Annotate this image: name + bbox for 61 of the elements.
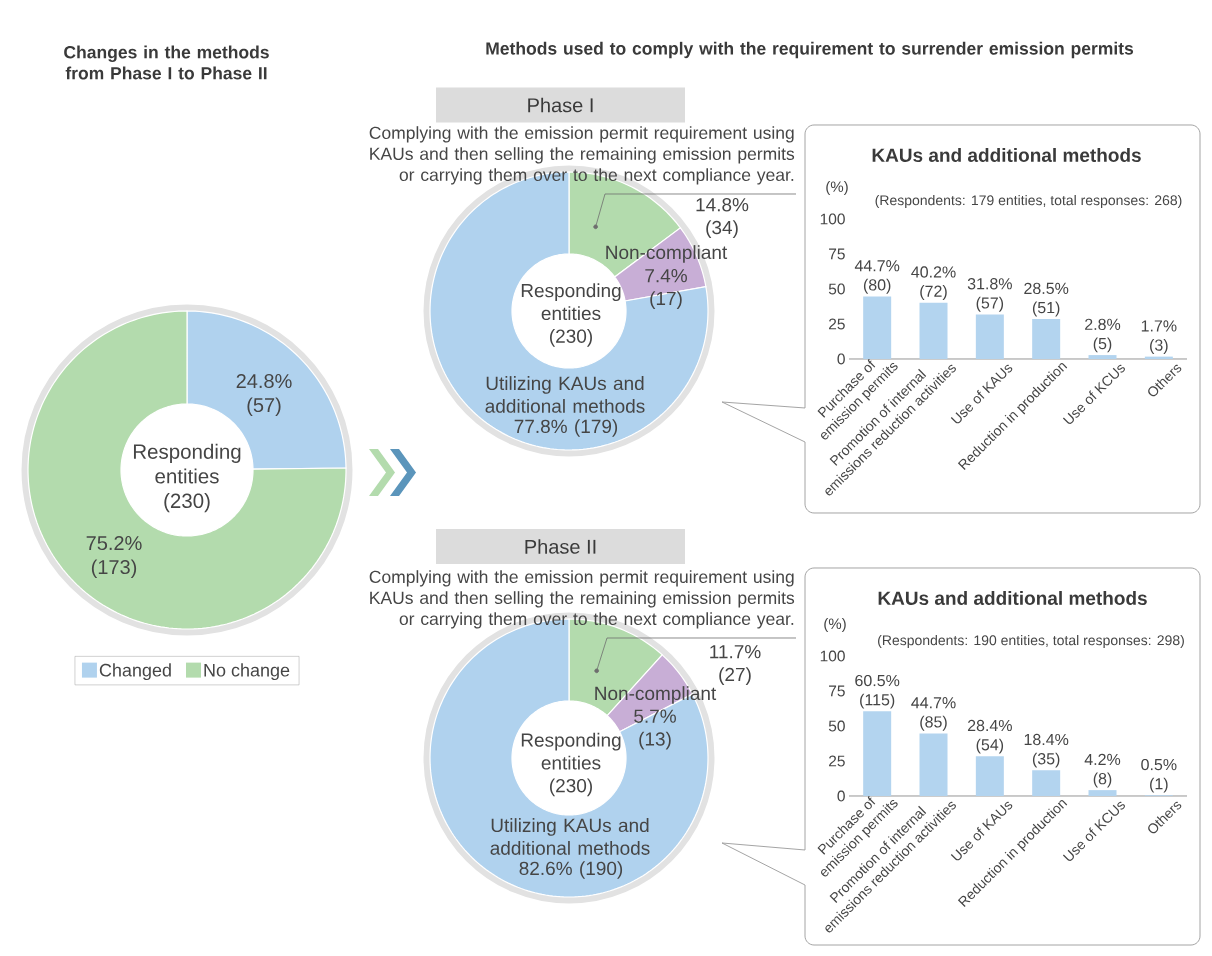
- chart-subtitle: (Respondents: 190 entities, total responses: 298): [878, 634, 1184, 649]
- y-axis-title: (%): [824, 618, 846, 632]
- data-label: 18.4% (35): [1024, 733, 1069, 768]
- slice-label: Non-compliant: [606, 245, 728, 263]
- chart-title: KAUs and additional methods: [878, 591, 1147, 605]
- data-label: 77.8% (179): [514, 419, 618, 437]
- text: Responding entities (230): [521, 283, 621, 347]
- text: Responding entities (230): [133, 443, 241, 513]
- y-tick-label: 50: [828, 720, 845, 732]
- chart-subtitle: Phase I: [528, 97, 593, 113]
- bar: [1032, 770, 1061, 796]
- legend-label: No change: [204, 663, 290, 681]
- y-tick-label: 50: [828, 283, 845, 295]
- data-label: 82.6% (190): [519, 861, 623, 879]
- slice-label: Utilizing KAUs and additional methods: [490, 818, 650, 855]
- data-label: 7.4% (17): [645, 269, 687, 309]
- data-label: 2.8% (5): [1085, 318, 1121, 353]
- data-label: 44.7% (85): [911, 697, 956, 731]
- y-tick-label: 75: [829, 248, 845, 260]
- bar: [1088, 355, 1117, 359]
- data-label: 60.5% (115): [855, 674, 900, 709]
- data-label: 0.5% (1): [1141, 758, 1177, 793]
- y-tick-label: 25: [829, 318, 845, 330]
- data-label: 28.4% (54): [967, 719, 1012, 754]
- data-label: 40.2% (72): [911, 266, 956, 301]
- bar: [975, 314, 1004, 359]
- data-label: 75.2% (173): [86, 535, 142, 579]
- bar: [1032, 319, 1061, 359]
- bar: [975, 756, 1004, 796]
- y-axis-title: (%): [826, 181, 848, 195]
- y-tick-label: 75: [829, 685, 845, 697]
- text: Responding entities (230): [521, 732, 621, 797]
- bar: [919, 733, 948, 796]
- chart-subtitle: Phase II: [525, 539, 596, 554]
- data-label: 24.8% (57): [236, 373, 292, 417]
- chart-title: KAUs and additional methods: [872, 148, 1141, 162]
- data-label: 11.7% (27): [710, 645, 761, 685]
- bar: [863, 296, 892, 359]
- bar: [863, 711, 892, 796]
- data-label: 28.5% (51): [1024, 282, 1069, 317]
- y-tick-label: 0: [837, 790, 845, 802]
- slice-label: Non-compliant: [595, 686, 717, 704]
- y-tick-label: 100: [820, 213, 845, 225]
- slice-label: Complying with the emission permit requirement using KAUs and then selling the remaining emission permits or carrying them over to the next compliance year.: [369, 126, 795, 185]
- data-label: 5.7% (13): [634, 709, 676, 750]
- legend-label: Changed: [99, 663, 171, 681]
- y-tick-label: 0: [837, 353, 845, 365]
- data-label: 4.2% (8): [1084, 753, 1121, 788]
- y-tick-label: 100: [820, 650, 845, 662]
- chart-title: Methods used to comply with the requirement to surrender emission permits: [486, 41, 1134, 59]
- data-label: 31.8% (57): [967, 278, 1012, 312]
- data-label: 44.7% (80): [854, 260, 900, 294]
- chart-title: Changes in the methods from Phase I to Phase II: [64, 45, 269, 80]
- bar: [919, 302, 948, 359]
- data-label: 1.7% (3): [1141, 320, 1177, 354]
- data-label: 14.8% (34): [696, 197, 749, 238]
- slice-label: Utilizing KAUs and additional methods: [485, 376, 645, 413]
- slice-label: Complying with the emission permit requirement using KAUs and then selling the remaining emission permits or carrying them over to the next compliance year.: [369, 570, 795, 629]
- y-tick-label: 25: [829, 755, 845, 767]
- chart-subtitle: (Respondents: 179 entities, total responses: 268): [875, 194, 1182, 209]
- bar: [1088, 790, 1117, 796]
